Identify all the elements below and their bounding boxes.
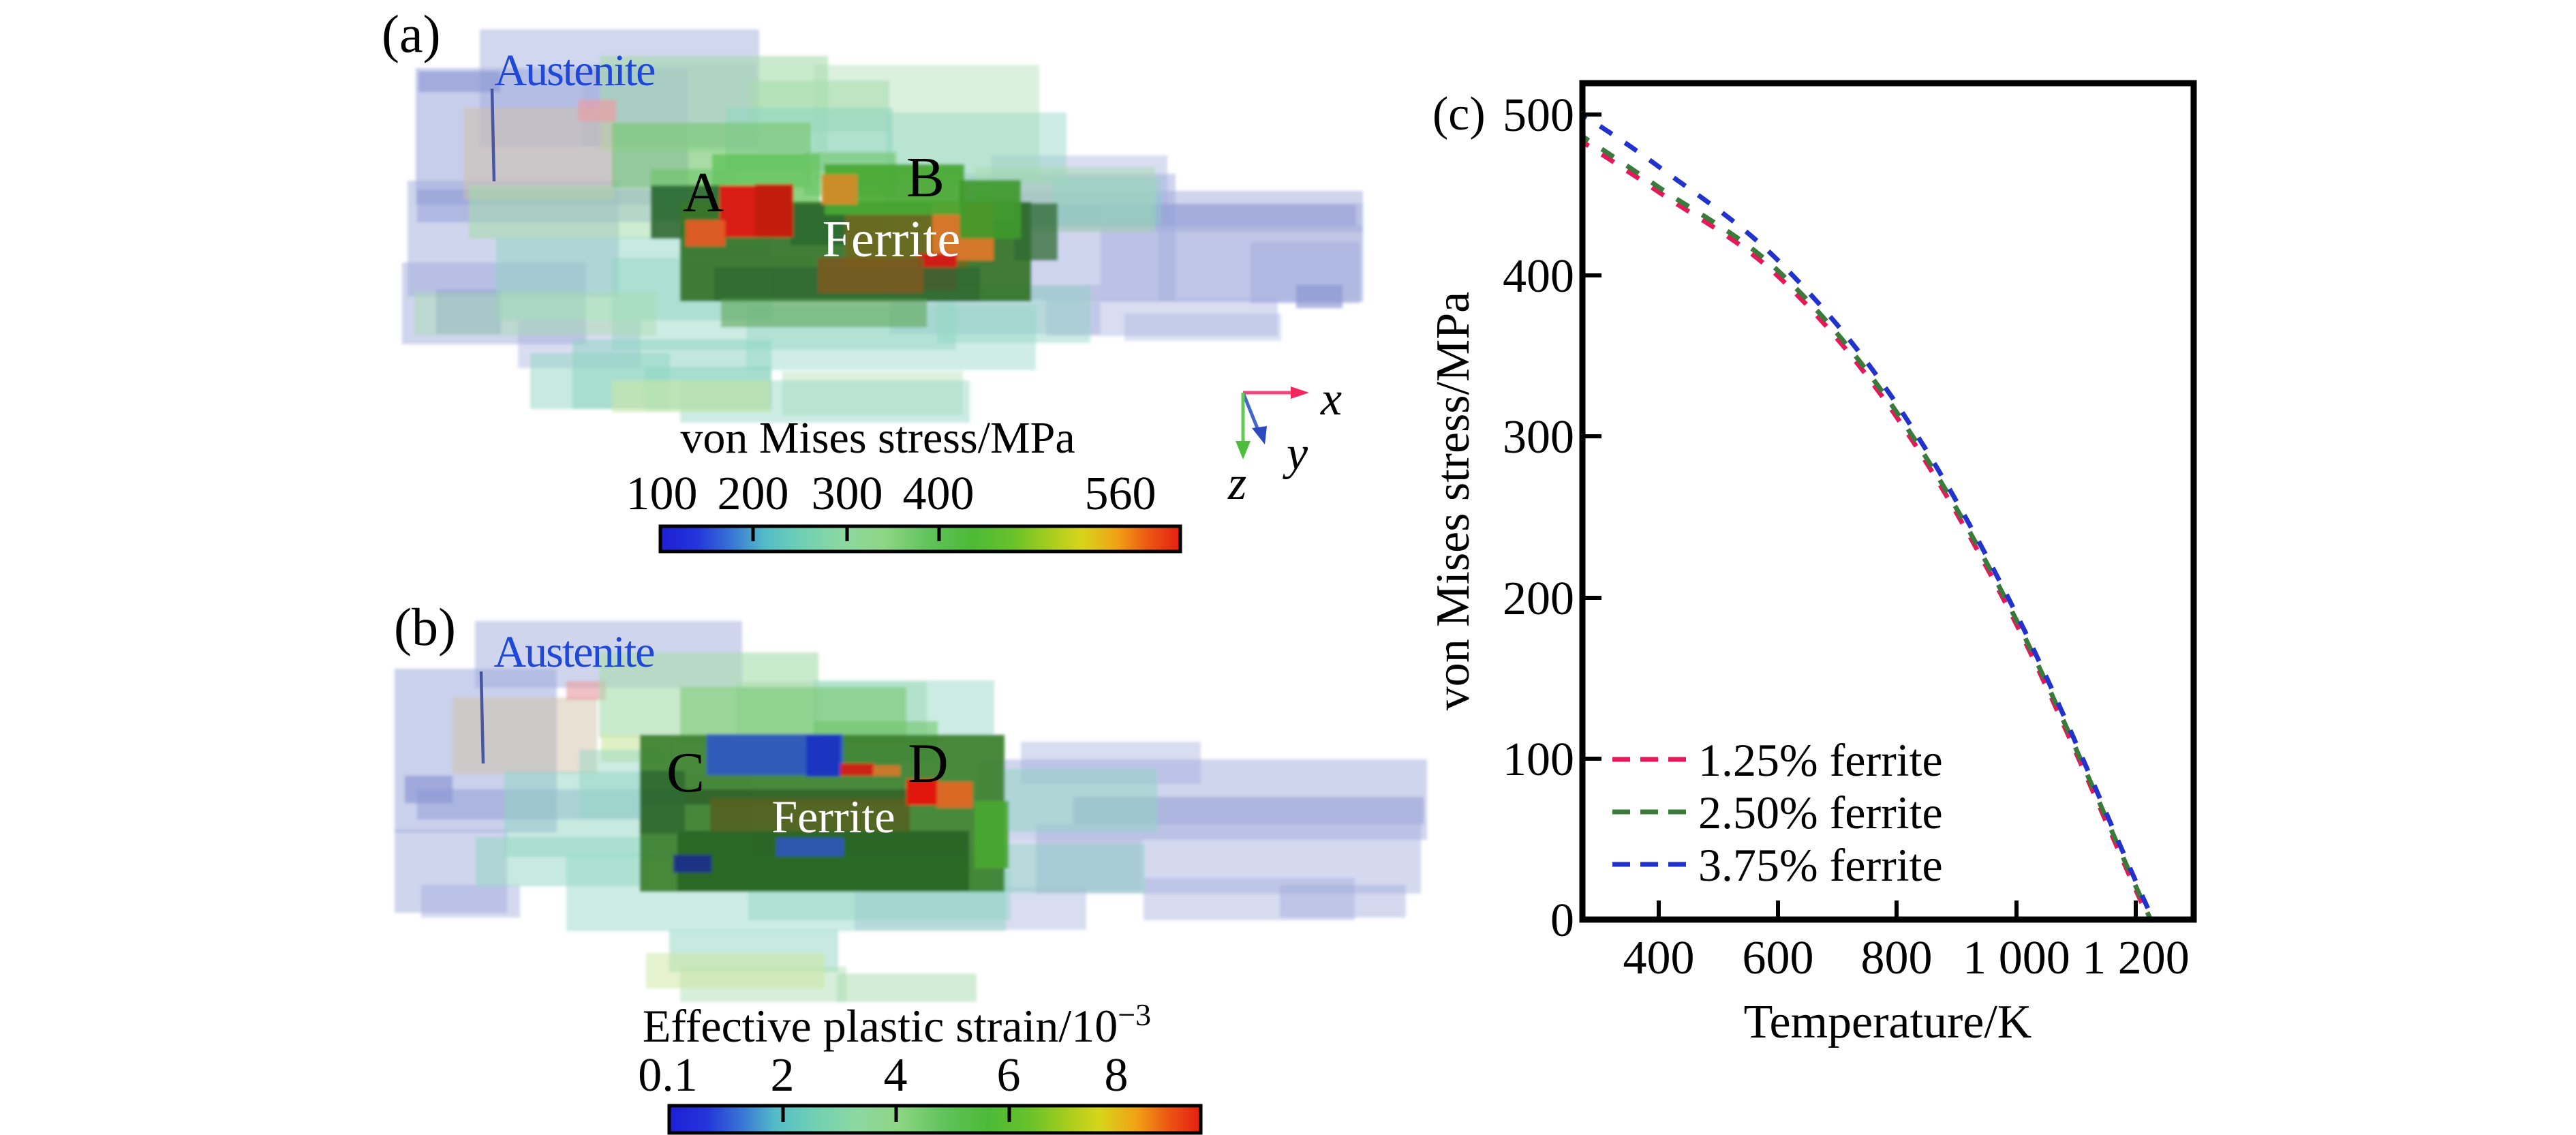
svg-text:(a): (a) [382,4,441,63]
svg-text:Ferrite: Ferrite [771,791,895,843]
svg-text:1 000: 1 000 [1963,932,2070,984]
svg-text:800: 800 [1861,932,1933,984]
svg-text:0: 0 [1550,894,1574,947]
svg-text:Temperature/K: Temperature/K [1744,996,2032,1048]
svg-text:300: 300 [812,468,883,520]
svg-text:x: x [1320,373,1342,425]
svg-text:A: A [683,161,724,224]
svg-text:200: 200 [1503,573,1574,625]
svg-text:100: 100 [1503,733,1574,786]
svg-text:von Mises stress/MPa: von Mises stress/MPa [680,413,1075,463]
svg-text:2.50% ferrite: 2.50% ferrite [1698,787,1943,838]
svg-text:4: 4 [884,1049,908,1102]
svg-text:D: D [908,732,948,794]
svg-text:600: 600 [1743,932,1814,984]
svg-text:Effective plastic strain/10−3: Effective plastic strain/10−3 [643,997,1151,1052]
svg-text:Austenite: Austenite [495,46,655,95]
svg-text:C: C [666,741,705,804]
svg-text:300: 300 [1503,411,1574,464]
svg-text:400: 400 [1623,932,1695,984]
svg-text:400: 400 [903,468,975,520]
svg-text:Ferrite: Ferrite [823,211,961,268]
svg-text:100: 100 [626,468,698,520]
svg-text:3.75% ferrite: 3.75% ferrite [1698,839,1943,891]
svg-text:560: 560 [1085,468,1156,520]
svg-text:(b): (b) [394,597,456,656]
svg-text:2: 2 [771,1049,795,1102]
svg-text:(c): (c) [1432,88,1486,140]
svg-text:500: 500 [1503,89,1574,142]
svg-text:B: B [906,146,945,209]
svg-text:y: y [1283,427,1308,480]
svg-text:6: 6 [997,1049,1021,1102]
svg-text:1 200: 1 200 [2082,932,2190,984]
svg-text:0.1: 0.1 [638,1049,698,1102]
svg-text:400: 400 [1503,250,1574,303]
svg-text:Austenite: Austenite [494,627,654,677]
svg-text:von Mises stress/MPa: von Mises stress/MPa [1427,292,1479,710]
svg-text:8: 8 [1105,1049,1129,1102]
svg-text:z: z [1227,457,1246,510]
svg-text:200: 200 [718,468,789,520]
svg-text:1.25% ferrite: 1.25% ferrite [1698,734,1943,786]
